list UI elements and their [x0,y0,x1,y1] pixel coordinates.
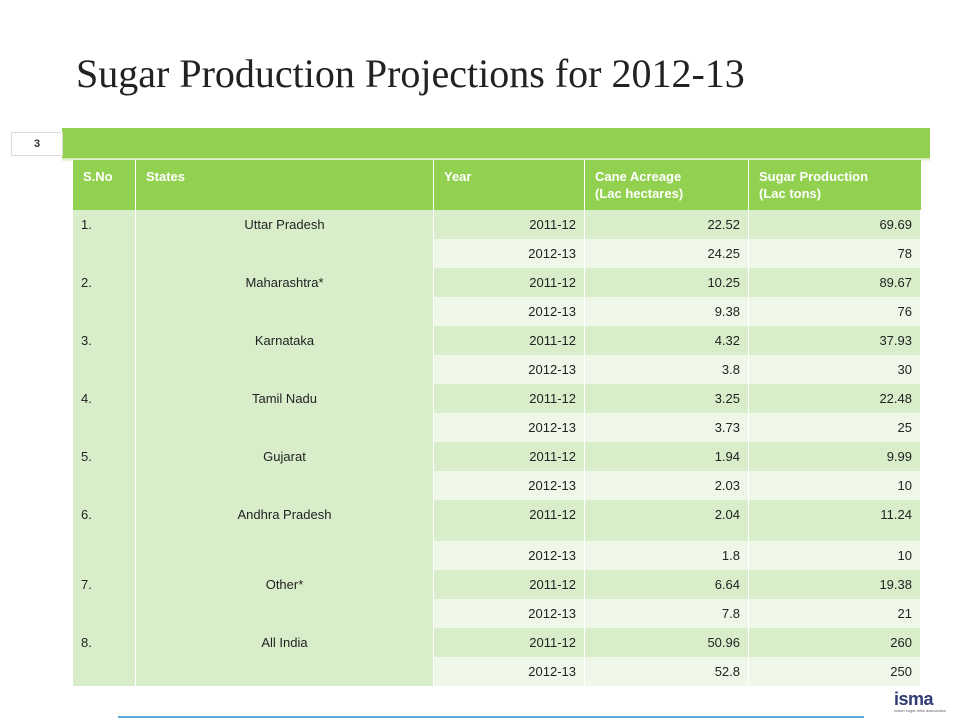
table-row: 1. Uttar Pradesh 2011-12 22.52 69.69 [72,210,921,268]
cell-cane-acreage: 3.8 [584,355,749,384]
cell-cane-acreage: 3.73 [584,413,749,442]
table-row: 2012-13 3.8 30 [73,355,921,384]
cell-cane-acreage: 1.94 [584,442,749,471]
cell-cane-acreage: 2.04 [584,500,749,541]
cell-sugar-production: 76 [748,297,921,326]
cell-year: 2011-12 [433,268,585,297]
isma-logo: isma indian sugar mills association [894,690,954,720]
logo-tagline: indian sugar mills association [894,708,947,713]
cell-state: All India [135,628,434,686]
header-year: Year [433,160,585,210]
cell-year: 2012-13 [433,541,585,570]
cell-cane-acreage: 3.25 [584,384,749,413]
header-cane-acreage-label: Cane Acreage [595,169,682,184]
cell-cane-acreage: 50.96 [584,628,749,657]
header-sugar-production: Sugar Production (Lac tons) [748,160,921,210]
cell-year: 2012-13 [433,355,585,384]
cell-year: 2011-12 [433,210,585,239]
cell-sugar-production: 22.48 [748,384,921,413]
cell-sugar-production: 69.69 [748,210,921,239]
cell-year: 2012-13 [433,239,585,268]
cell-sno: 6. [72,500,136,570]
cell-year: 2012-13 [433,599,585,628]
table-row: 5. Gujarat 2011-12 1.94 9.99 [72,442,921,500]
cell-sugar-production: 37.93 [748,326,921,355]
cell-sugar-production: 25 [748,413,921,442]
cell-sugar-production: 10 [748,471,921,500]
cell-year: 2011-12 [433,326,585,355]
table-row: 2012-13 52.8 250 [73,657,921,686]
table-row: 2012-13 9.38 76 [73,297,921,326]
cell-sno: 7. [72,570,136,628]
logo-name: isma [894,689,934,709]
cell-year: 2011-12 [433,442,585,471]
cell-sugar-production: 250 [748,657,921,686]
table-row: 2012-13 2.03 10 [73,471,921,500]
table-row: 2012-13 7.8 21 [73,599,921,628]
cell-sugar-production: 30 [748,355,921,384]
cell-sugar-production: 21 [748,599,921,628]
cell-cane-acreage: 52.8 [584,657,749,686]
cell-sno: 5. [72,442,136,500]
cell-cane-acreage: 4.32 [584,326,749,355]
cell-cane-acreage: 24.25 [584,239,749,268]
cell-year: 2011-12 [433,384,585,413]
table-row: 2012-13 1.8 10 [73,541,921,570]
cell-cane-acreage: 7.8 [584,599,749,628]
header-cane-acreage: Cane Acreage (Lac hectares) [584,160,749,210]
sugar-production-table: S.No States Year Cane Acreage (Lac hecta… [72,160,921,686]
cell-sno: 3. [72,326,136,384]
table-row: 2. Maharashtra* 2011-12 10.25 89.67 [72,268,921,326]
cell-sugar-production: 78 [748,239,921,268]
table-row: 7. Other* 2011-12 6.64 19.38 [72,570,921,628]
cell-year: 2011-12 [433,570,585,599]
cell-state: Uttar Pradesh [135,210,434,268]
table-row: 2012-13 3.73 25 [73,413,921,442]
cell-state: Other* [135,570,434,628]
header-sugar-production-unit: (Lac tons) [759,186,822,201]
slide-title: Sugar Production Projections for 2012-13 [76,51,745,96]
cell-state: Andhra Pradesh [135,500,434,570]
table-row: 4. Tamil Nadu 2011-12 3.25 22.48 [72,384,921,442]
cell-sno: 1. [72,210,136,268]
cell-cane-acreage: 10.25 [584,268,749,297]
cell-sugar-production: 260 [748,628,921,657]
cell-year: 2012-13 [433,297,585,326]
header-band [62,128,930,158]
cell-cane-acreage: 6.64 [584,570,749,599]
cell-sno: 2. [72,268,136,326]
cell-sugar-production: 9.99 [748,442,921,471]
header-sugar-production-label: Sugar Production [759,169,869,184]
cell-sugar-production: 10 [748,541,921,570]
cell-sugar-production: 11.24 [748,500,921,541]
cell-year: 2012-13 [433,471,585,500]
slide-number: 3 [12,133,62,155]
footer-divider [118,716,864,718]
cell-sugar-production: 89.67 [748,268,921,297]
cell-year: 2012-13 [433,657,585,686]
header-states: States [135,160,434,210]
cell-state: Gujarat [135,442,434,500]
cell-cane-acreage: 9.38 [584,297,749,326]
cell-sno: 8. [72,628,136,686]
table-row: 8. All India 2011-12 50.96 260 [72,628,921,686]
table-header-row: S.No States Year Cane Acreage (Lac hecta… [72,160,921,210]
table-row: 6. Andhra Pradesh 2011-12 2.04 11.24 [72,500,921,570]
cell-sno: 4. [72,384,136,442]
cell-year: 2012-13 [433,413,585,442]
cell-cane-acreage: 2.03 [584,471,749,500]
table-row: 3. Karnataka 2011-12 4.32 37.93 [72,326,921,384]
cell-sugar-production: 19.38 [748,570,921,599]
cell-state: Tamil Nadu [135,384,434,442]
table-row: 2012-13 24.25 78 [73,239,921,268]
cell-state: Maharashtra* [135,268,434,326]
cell-cane-acreage: 22.52 [584,210,749,239]
header-sno: S.No [72,160,136,210]
cell-cane-acreage: 1.8 [584,541,749,570]
header-cane-acreage-unit: (Lac hectares) [595,186,684,201]
cell-year: 2011-12 [433,628,585,657]
cell-year: 2011-12 [433,500,585,541]
cell-state: Karnataka [135,326,434,384]
